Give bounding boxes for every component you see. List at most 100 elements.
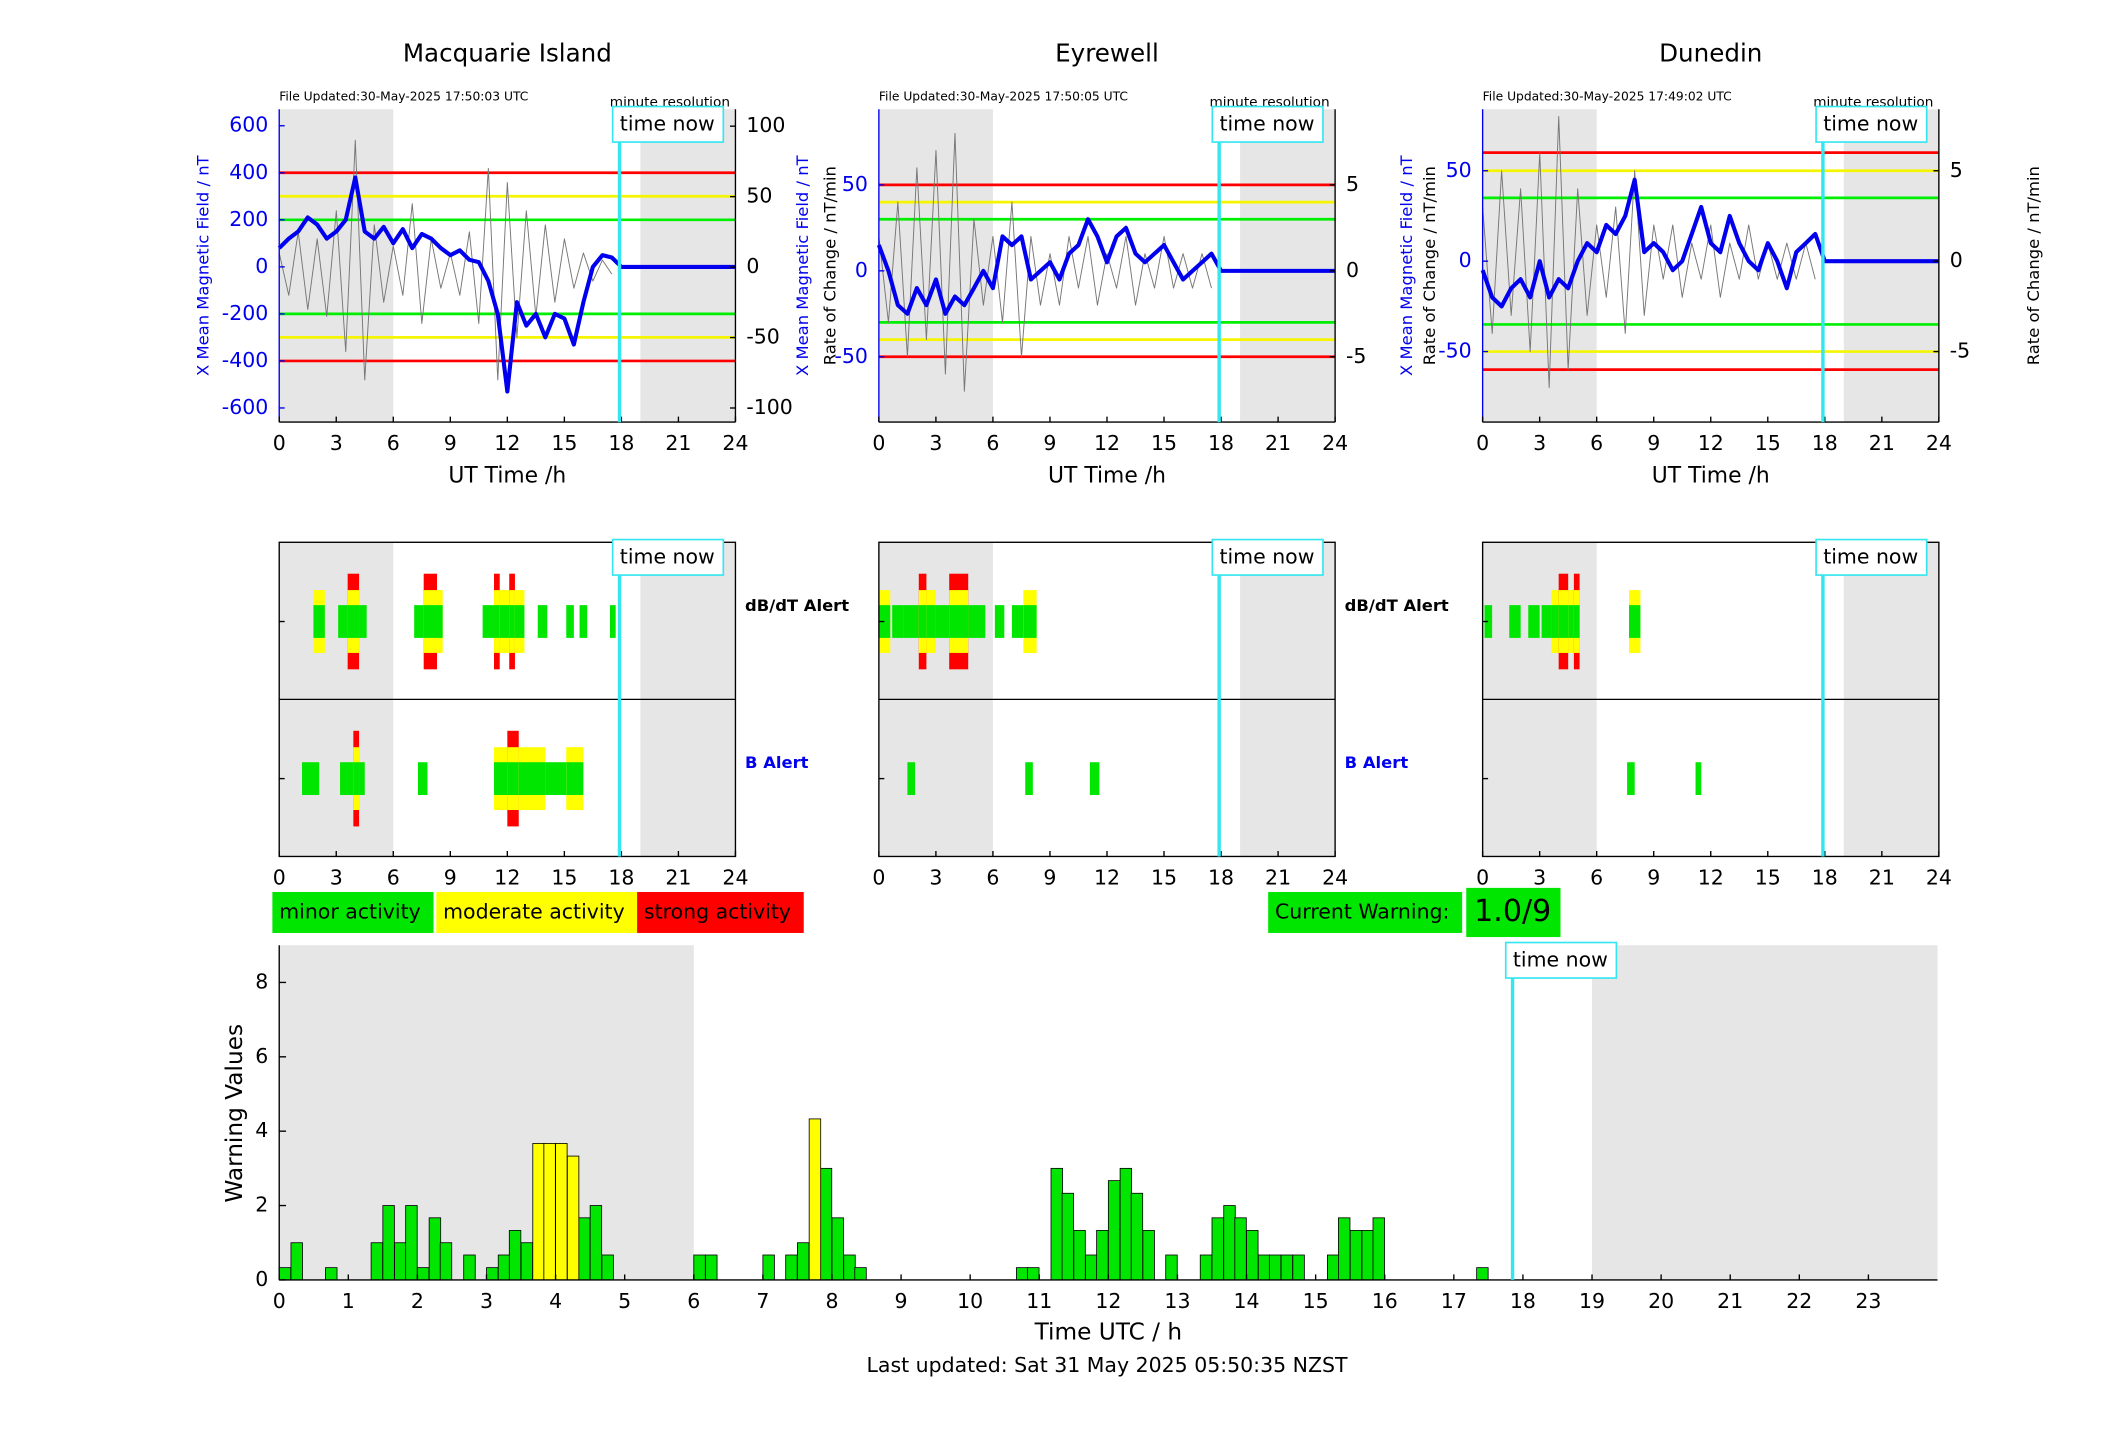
x-tick-label: 21: [1869, 865, 1895, 889]
y-tick-label: 400: [229, 160, 268, 184]
alert-block: [1509, 605, 1521, 638]
x-tick-label: 12: [1094, 865, 1120, 889]
x-tick-label: 15: [551, 431, 577, 455]
x-tick-label: 12: [1698, 431, 1724, 455]
y2-axis-label: Rate of Change / nT/min: [1420, 166, 1439, 365]
y-tick-label: 200: [229, 207, 268, 231]
warning-bar: [1061, 1192, 1074, 1281]
alert-block: [949, 605, 969, 638]
x-tick-label: 18: [1208, 431, 1234, 455]
x-tick-label: 19: [1579, 1289, 1605, 1313]
x-tick-label: 10: [957, 1289, 983, 1313]
x-tick-label: 0: [1476, 431, 1489, 455]
x-tick-label: 0: [273, 865, 286, 889]
x-tick-label: 24: [1322, 431, 1348, 455]
x-tick-label: 1: [342, 1289, 355, 1313]
warning-bar: [463, 1254, 476, 1281]
y2-tick-label: 100: [746, 113, 785, 137]
warning-bar: [1211, 1217, 1224, 1281]
alert-block: [414, 605, 424, 638]
warning-value: 1.0/9: [1474, 894, 1551, 929]
alert-block: [302, 762, 320, 795]
warning-bar: [543, 1143, 556, 1281]
x-tick-label: 0: [273, 431, 286, 455]
time-now-label: time now: [1219, 544, 1314, 568]
alert-block: [1551, 605, 1559, 638]
y2-tick-label: 50: [746, 184, 772, 208]
night-shade: [878, 109, 993, 423]
time-now-label: time now: [620, 544, 715, 568]
last-updated: Last updated: Sat 31 May 2025 05:50:35 N…: [867, 1353, 1348, 1377]
alert-block: [514, 605, 525, 638]
warning-bar: [1361, 1230, 1374, 1281]
legend-swatch: [272, 891, 434, 933]
x-tick-label: 18: [1812, 431, 1838, 455]
alert-block: [353, 762, 360, 795]
warning-bar: [1280, 1254, 1294, 1281]
warning-bar: [1130, 1192, 1144, 1281]
alert-block: [509, 605, 515, 638]
alert-block: [499, 605, 510, 638]
night-shade: [279, 945, 694, 1280]
alert-block: [537, 605, 548, 638]
legend-label: moderate activity: [443, 899, 625, 923]
y-tick-label: -50: [1438, 339, 1471, 363]
x-tick-label: 18: [608, 431, 634, 455]
alert-block: [1089, 762, 1100, 795]
x-tick-label: 14: [1234, 1289, 1260, 1313]
warning-value-box: [1466, 887, 1561, 938]
warning-bar: [577, 1217, 591, 1281]
x-tick-label: 9: [1043, 431, 1056, 455]
x-tick-label: 24: [1926, 865, 1952, 889]
legend-label: minor activity: [279, 899, 421, 923]
x-tick-label: 2: [411, 1289, 424, 1313]
alert-block: [359, 762, 365, 795]
alert-block: [313, 605, 325, 638]
y2-tick-label: -5: [1346, 344, 1366, 368]
y-tick-label: 6: [255, 1044, 268, 1068]
alert-block: [926, 605, 936, 638]
alert-block: [423, 605, 437, 638]
file-updated: File Updated:30-May-2025 17:50:05 UTC: [879, 89, 1128, 103]
alert-block: [968, 605, 986, 638]
warning-bar: [1027, 1267, 1040, 1281]
warning-bar: [797, 1242, 810, 1281]
night-shade: [1592, 945, 1938, 1280]
x-tick-label: 18: [1510, 1289, 1536, 1313]
x-tick-label: 9: [1043, 865, 1056, 889]
warning-bar: [601, 1254, 614, 1281]
time-now-box: [1211, 105, 1324, 143]
alert-block: [1627, 762, 1635, 795]
warning-bar: [439, 1242, 453, 1281]
y-tick-label: 50: [842, 172, 868, 196]
y-tick-label: 0: [855, 258, 868, 282]
y2-tick-label: -100: [746, 395, 792, 419]
y2-tick-label: -50: [746, 325, 779, 349]
warning-bar: [394, 1242, 407, 1281]
warning-bar: [1257, 1254, 1271, 1281]
x-tick-label: 12: [1094, 431, 1120, 455]
y-tick-label: -600: [222, 395, 268, 419]
x-tick-label: 6: [1590, 431, 1603, 455]
legend-label: strong activity: [644, 899, 791, 923]
x-tick-label: 12: [494, 431, 520, 455]
warning-bar: [819, 1167, 833, 1281]
x-tick-label: 15: [1755, 431, 1781, 455]
y-axis-label: X Mean Magnetic Field / nT: [194, 154, 213, 376]
x-tick-label: 0: [1476, 865, 1489, 889]
x-tick-label: 7: [756, 1289, 769, 1313]
x-tick-label: 3: [1533, 865, 1546, 889]
warning-bar: [290, 1242, 303, 1281]
warning-box: [1268, 891, 1463, 933]
time-now-box: [1815, 105, 1928, 143]
alert-block: [566, 605, 574, 638]
warning-bar: [1119, 1167, 1133, 1281]
time-now-label: time now: [620, 111, 715, 135]
x-tick-label: 6: [387, 431, 400, 455]
y-tick-label: 4: [255, 1118, 268, 1142]
warning-bar: [1199, 1254, 1213, 1281]
x-tick-label: 9: [1647, 865, 1660, 889]
x-tick-label: 21: [1717, 1289, 1743, 1313]
x-axis-label: UT Time /h: [448, 464, 566, 489]
alert-row-label: dB/dT Alert: [745, 596, 849, 615]
